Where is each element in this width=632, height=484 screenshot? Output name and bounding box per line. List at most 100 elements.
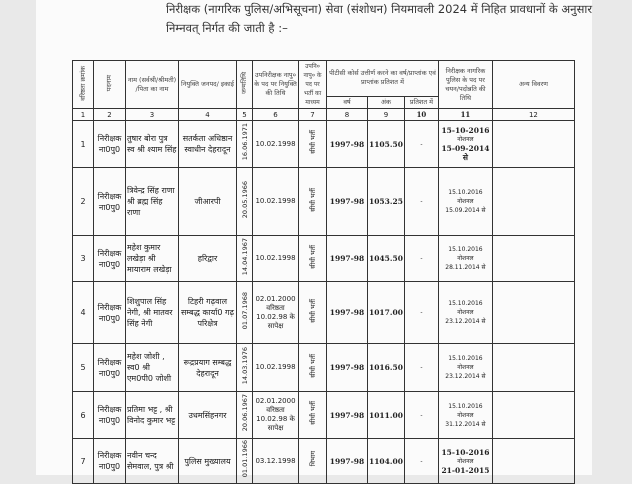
name-cell: प्रतिमा भट्ट , श्री विनोद कुमार भट्ट [125,391,179,439]
appointment-date-cell: 10.02.1998 [252,167,299,236]
column-number: 4 [178,108,237,121]
promotion-date: 15.10.2016 [448,246,483,253]
header-row: वरिष्ठता क्रमांक पदनाम नाम (सर्वश्री/श्र… [72,60,575,109]
promotion-date-cell: 15-10-2016 नोशनल 15-09-2014 से [437,120,493,168]
serial-cell: 2 [72,167,94,236]
post-cell: निरीक्षक ना0पु0 [93,235,126,282]
ptc-marks-cell: 1016.50 [367,343,405,392]
column-number: 11 [437,108,493,121]
promotion-date-cell: 15.10.2016 नोशनल 23.12.2014 से [437,343,493,392]
notional-date: 31.12.2014 से [445,420,486,428]
ptc-percent-cell: - [403,343,439,392]
intro-line-2: निम्नवत् निर्गत की जाती है :– [166,21,288,35]
ptc-marks-cell: 1053.25 [367,167,405,236]
ptc-year-cell: 1997-98 [326,391,368,439]
header-cell: अन्य विवरण [491,60,575,109]
ptc-marks-cell: 1105.50 [367,120,405,168]
column-number: 8 [326,108,368,121]
notional-label: नोशनल [457,198,474,205]
promotion-date: 15.10.2016 [448,402,483,410]
promotion-date-cell: 15.10.2016 नोशनल 31.12.2014 से [437,391,493,439]
column-number: 10 [403,108,439,121]
promotion-date: 15-10-2016 [441,125,490,135]
other-details-cell [491,438,575,484]
name-cell: नवीन चन्द सेमवाल, पुत्र श्री [125,438,179,484]
promotion-date: 15.10.2016 [448,355,483,362]
notional-date: 15-09-2014 से [441,143,490,162]
promotion-date-cell: 15-10-2016 नोशनल 21-01-2015 [437,438,493,484]
post-cell: निरीक्षक ना0पु0 [93,438,126,484]
column-number: 5 [236,108,253,121]
header-cell: पदनाम [93,60,126,109]
other-details-cell [491,235,575,282]
unit-cell: उधमसिंहनगर [178,391,237,439]
notional-label: नोशनल [457,411,474,419]
header-cell: नियुक्ति जनपद/ इकाई [178,60,237,109]
ptc-marks-cell: 1104.00 [367,438,405,484]
recruitment-mode-cell: सीधी भर्ती [298,120,327,168]
ptc-marks-cell: 1045.50 [367,235,405,282]
subheader-cell: अंक [367,95,405,110]
header-cell: उपनि० नापु० के पद पर भर्ती का माध्यम [298,60,327,109]
ptc-marks-cell: 1017.00 [367,281,405,344]
post-cell: निरीक्षक ना0पु0 [93,391,126,439]
column-number: 9 [367,108,405,121]
table-row: 4 निरीक्षक ना0पु0 शिशुपाल सिंह नेगी, श्री … [72,281,575,344]
post-cell: निरीक्षक ना0पु0 [93,281,126,344]
header-cell: जन्मतिथि [236,60,253,109]
unit-cell: टिहरी गढ़वाल सम्बद्ध कार्या0 गढ़ परिक्षे… [178,281,237,344]
appointment-date-cell: 10.02.1998 [252,343,299,392]
column-number: 6 [252,108,299,121]
promotion-date-cell: 15.10.2016 नोशनल 23.12.2014 से [437,281,493,344]
name-cell: महेश कुमार लखेड़ा श्री मायाराम लखेड़ा [125,235,179,282]
notional-date: 23.12.2014 से [445,318,486,325]
column-number: 7 [298,108,327,121]
serial-cell: 4 [72,281,94,344]
seniority-table: वरिष्ठता क्रमांक पदनाम नाम (सर्वश्री/श्र… [72,60,575,484]
ptc-percent-cell: - [403,391,439,439]
appointment-date-cell: 10.02.1998 [252,235,299,282]
dob-cell: 14.03.1976 [236,343,253,392]
unit-cell: रूद्रप्रयाग सम्बद्ध देहरादून [178,343,237,392]
serial-cell: 7 [72,438,94,484]
intro-text: निरीक्षक (नागरिक पुलिस/अभिसूचना) सेवा (स… [166,0,606,38]
ptc-year-cell: 1997-98 [326,235,368,282]
column-number: 2 [93,108,126,121]
other-details-cell [491,120,575,168]
promotion-date: 15-10-2016 [441,447,490,457]
serial-cell: 3 [72,235,94,282]
notional-date: 23.12.2014 से [445,373,486,380]
name-cell: महेश जोशी , स्व0 श्री एम0पी0 जोशी [125,343,179,392]
notional-label: नोशनल [457,309,474,316]
promotion-date: 15.10.2016 [448,189,483,196]
promotion-date-cell: 15.10.2016 नोशनल 28.11.2014 से [437,235,493,282]
dob-cell: 14.04.1967 [236,235,253,282]
table-row: 5 निरीक्षक ना0पु0 महेश जोशी , स्व0 श्री एम… [72,343,575,392]
recruitment-mode-cell: विभाग [298,438,327,484]
table-row: 3 निरीक्षक ना0पु0 महेश कुमार लखेड़ा श्री म… [72,235,575,282]
name-cell: तुषार बोरा पुत्र स्व श्री श्याम सिंह [125,120,179,168]
notional-label: नोशनल [457,255,474,262]
ptc-percent-cell: - [403,167,439,236]
table-row: 1 निरीक्षक ना0पु0 तुषार बोरा पुत्र स्व श्र… [72,120,575,168]
other-details-cell [491,343,575,392]
notional-label: नोशनल [457,457,474,465]
name-cell: त्रिवेन्द्र सिंह राणा श्री ब्रह्म सिंह र… [125,167,179,236]
ptc-percent-cell: - [403,120,439,168]
other-details-cell [491,281,575,344]
recruitment-mode-cell: सीधी भर्ती [298,235,327,282]
header-cell: पीटीसी कोर्स उत्तीर्ण करने का वर्ष/प्राप… [326,60,439,97]
notional-date: 15.09.2014 से [445,207,486,214]
post-cell: निरीक्षक ना0पु0 [93,343,126,392]
promotion-date-cell: 15.10.2016 नोशनल 15.09.2014 से [437,167,493,236]
promotion-date: 15.10.2016 [448,300,483,307]
appointment-date-cell: 03.12.1998 [252,438,299,484]
ptc-year-cell: 1997-98 [326,438,368,484]
table-row: 7 निरीक्षक ना0पु0 नवीन चन्द सेमवाल, पुत्र … [72,438,575,484]
recruitment-mode-cell: सीधी भर्ती [298,167,327,236]
serial-cell: 5 [72,343,94,392]
dob-cell: 20.06.1967 [236,391,253,439]
header-cell: उपनिरीक्षक नापु० के पद पर नियुक्ति की ति… [252,60,299,109]
recruitment-mode-cell: सीधी भर्ती [298,281,327,344]
serial-cell: 1 [72,120,94,168]
